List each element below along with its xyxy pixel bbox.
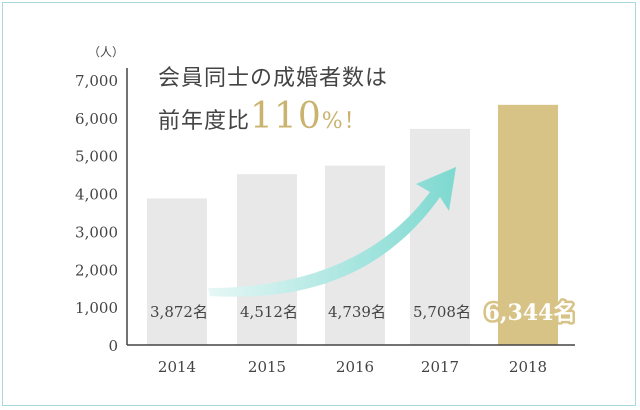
value-label: 4,512名 (240, 303, 298, 321)
headline-percent: 110 (250, 96, 322, 137)
y-tick-label: 7,000 (75, 72, 118, 90)
bar-2017 (410, 128, 470, 345)
bar-2014 (147, 198, 207, 345)
y-tick-label: 5,000 (75, 148, 118, 166)
x-tick-label: 2015 (248, 358, 286, 376)
value-label: 6,344名 (485, 300, 576, 326)
trend-arrow (208, 167, 456, 297)
y-tick-label: 1,000 (75, 299, 118, 317)
headline-percent-suffix: %！ (321, 109, 367, 134)
x-tick-label: 2016 (336, 358, 374, 376)
chart-frame (2, 2, 636, 406)
headline-prefix: 前年度比 (158, 109, 251, 134)
bar-2018 (498, 104, 558, 345)
headline-line-1: 会員同士の成婚者数は (158, 66, 389, 91)
value-label: 4,739名 (328, 303, 386, 321)
y-tick-label: 6,000 (75, 110, 118, 128)
y-unit-label: （人） (88, 45, 124, 59)
x-tick-label: 2014 (158, 358, 196, 376)
value-label: 5,708名 (413, 303, 471, 321)
y-tick-label: 4,000 (75, 186, 118, 204)
value-label: 3,872名 (150, 303, 208, 321)
y-tick-label: 0 (108, 337, 118, 355)
headline-line-2: 前年度比110%！ (158, 96, 367, 137)
x-tick-label: 2018 (509, 358, 547, 376)
x-tick-label: 2017 (421, 358, 459, 376)
y-tick-label: 2,000 (75, 261, 118, 279)
y-tick-label: 3,000 (75, 223, 118, 241)
bar-2015 (237, 174, 297, 345)
